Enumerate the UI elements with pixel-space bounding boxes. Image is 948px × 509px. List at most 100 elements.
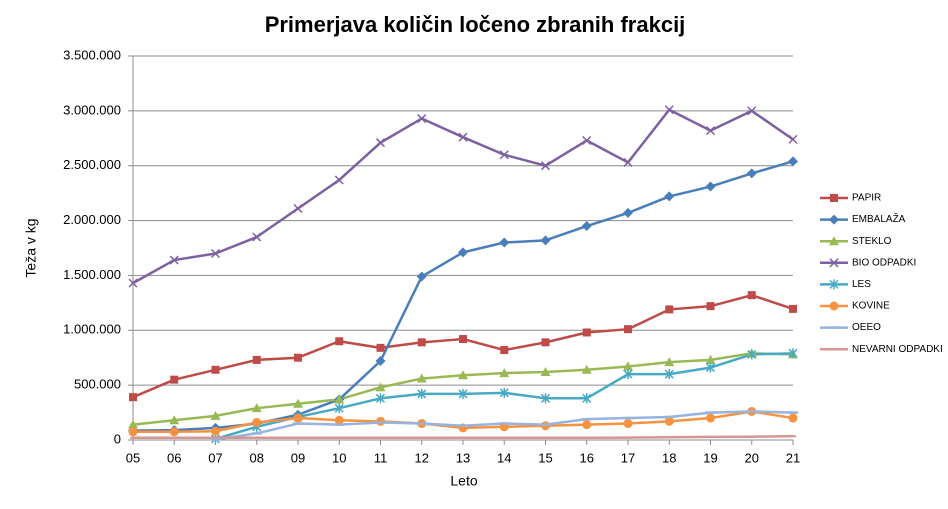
x-tick-label: 06 xyxy=(167,450,181,465)
marker xyxy=(706,302,715,311)
marker xyxy=(788,413,798,423)
marker xyxy=(334,403,344,414)
marker xyxy=(500,346,509,355)
legend-label: LES xyxy=(852,279,871,290)
marker xyxy=(540,161,551,171)
marker xyxy=(375,382,386,392)
marker xyxy=(664,416,674,426)
marker xyxy=(128,427,138,437)
marker xyxy=(788,156,798,167)
marker xyxy=(582,393,592,404)
marker xyxy=(665,305,674,314)
marker xyxy=(705,181,716,192)
legend-label: BIO ODPADKI xyxy=(852,257,916,268)
marker xyxy=(788,134,798,144)
marker xyxy=(747,349,757,360)
marker xyxy=(623,157,633,167)
legend-marker xyxy=(830,194,838,202)
marker xyxy=(335,337,344,346)
marker xyxy=(458,247,468,258)
marker xyxy=(499,237,510,248)
x-tick-label: 17 xyxy=(621,450,635,465)
legend-label: OEEO xyxy=(852,322,881,333)
marker xyxy=(129,393,137,402)
marker xyxy=(582,420,592,430)
x-tick-label: 19 xyxy=(703,450,717,465)
marker xyxy=(540,393,551,404)
x-tick-label: 20 xyxy=(745,450,759,465)
y-tick-label: 0 xyxy=(114,431,121,446)
y-tick-label: 2.500.000 xyxy=(63,157,121,172)
marker xyxy=(169,255,179,265)
marker xyxy=(459,335,467,344)
x-tick-label: 08 xyxy=(250,450,264,465)
marker xyxy=(541,338,550,347)
marker xyxy=(252,232,262,242)
y-tick-label: 1.000.000 xyxy=(63,322,121,337)
marker xyxy=(251,403,262,413)
x-tick-label: 13 xyxy=(456,450,470,465)
marker xyxy=(499,150,509,160)
marker xyxy=(458,370,468,380)
marker xyxy=(789,304,797,313)
marker xyxy=(252,355,261,364)
legend-label: PAPIR xyxy=(852,193,881,204)
marker xyxy=(499,368,510,378)
marker xyxy=(293,413,303,423)
legend-label: EMBALAŽA xyxy=(852,212,906,225)
marker xyxy=(128,278,138,288)
legend-marker xyxy=(829,301,839,311)
marker xyxy=(417,114,427,124)
marker xyxy=(376,343,385,352)
y-tick-label: 3.000.000 xyxy=(63,102,121,117)
y-tick-label: 500.000 xyxy=(74,377,121,392)
x-tick-label: 10 xyxy=(332,450,346,465)
marker xyxy=(252,417,262,427)
legend-label: NEVARNI ODPADKI xyxy=(852,344,943,355)
x-tick-label: 11 xyxy=(374,450,388,465)
legend-marker xyxy=(829,214,839,225)
marker xyxy=(375,356,386,367)
marker xyxy=(705,362,716,373)
marker xyxy=(334,175,344,185)
legend-label: KOVINE xyxy=(852,301,890,312)
y-tick-label: 1.500.000 xyxy=(63,267,121,282)
y-tick-label: 3.500.000 xyxy=(63,47,121,62)
marker xyxy=(334,394,345,404)
x-tick-label: 21 xyxy=(786,450,800,465)
marker xyxy=(706,413,715,423)
marker xyxy=(293,398,303,408)
legend-marker xyxy=(829,236,839,246)
series-line xyxy=(132,293,794,399)
marker xyxy=(458,388,468,399)
marker xyxy=(417,388,427,399)
marker xyxy=(170,375,179,384)
marker xyxy=(416,271,427,282)
y-axis-title: Teža v kg xyxy=(23,218,39,277)
marker xyxy=(294,353,302,362)
marker xyxy=(211,426,220,436)
marker xyxy=(746,168,757,179)
x-tick-label: 09 xyxy=(291,450,305,465)
marker xyxy=(788,348,798,359)
marker xyxy=(624,325,632,334)
marker xyxy=(334,415,344,425)
marker xyxy=(540,366,551,376)
x-tick-label: 12 xyxy=(415,450,429,465)
marker xyxy=(499,387,509,398)
marker xyxy=(581,364,592,374)
marker xyxy=(705,126,716,136)
y-tick-label: 2.000.000 xyxy=(63,212,121,227)
x-tick-label: 15 xyxy=(538,450,552,465)
marker xyxy=(747,291,756,300)
marker xyxy=(581,221,592,232)
legend-marker xyxy=(829,258,839,268)
marker xyxy=(623,419,633,429)
marker xyxy=(664,357,675,367)
marker xyxy=(293,203,303,214)
marker xyxy=(211,365,220,374)
x-tick-label: 05 xyxy=(126,450,140,465)
marker xyxy=(169,415,180,425)
marker xyxy=(375,138,386,148)
